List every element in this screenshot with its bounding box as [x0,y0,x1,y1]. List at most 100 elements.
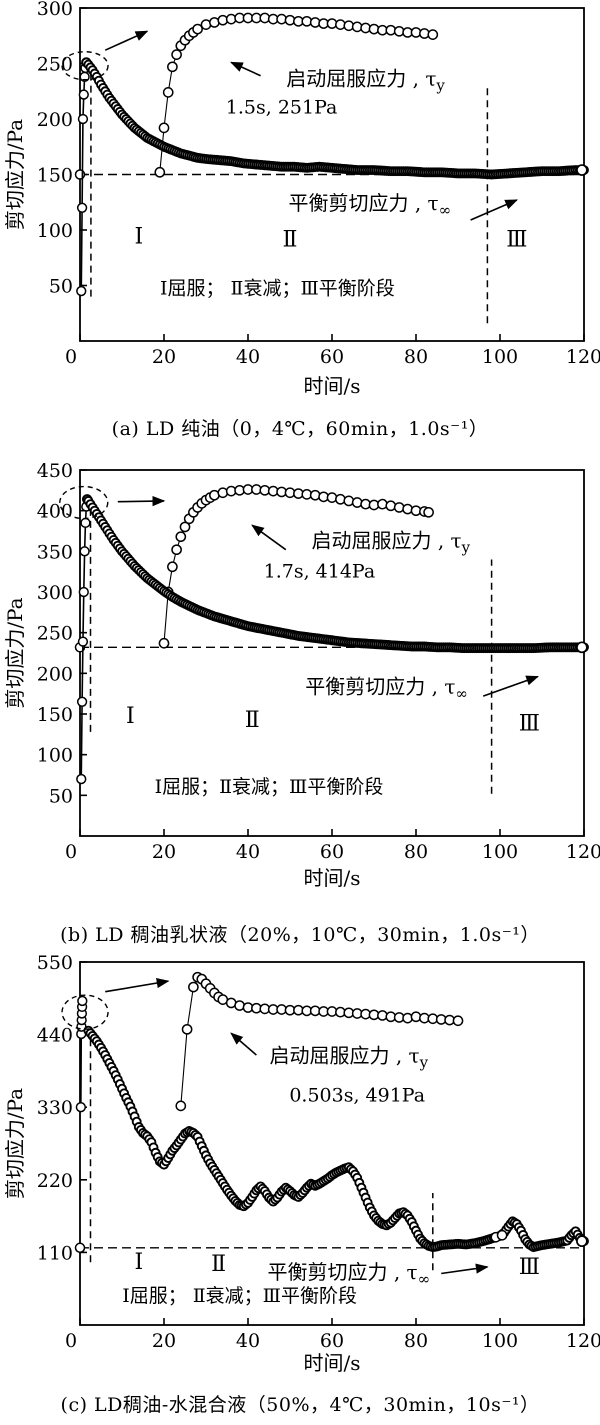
yield-annotation-arrow [230,1032,257,1056]
chart-c-canvas: 0 20 40 60 80 100 120 110 220 330 440 550 时间/s 剪切应力/P… [3,952,600,1375]
y-tick-label: 300 [37,0,73,20]
zoom-pointer-arrow [104,30,149,51]
zoom-pointer-arrow [117,495,166,507]
x-tick-label: 100 [482,346,518,368]
y-axis-title: 剪切应力/Pa [3,119,27,230]
y-tick-label: 110 [37,1242,73,1264]
y-axis-title: 剪切应力/Pa [3,597,27,708]
x-tick-label: 80 [404,1330,428,1352]
y-tick-label: 150 [37,704,73,726]
y-tick-label: 200 [37,109,73,131]
y-tick-label: 150 [37,165,73,187]
yield-zoom-ellipse [61,51,109,81]
stage-legend-note: Ⅰ屈服； Ⅱ衰减；Ⅲ平衡阶段 [122,1285,357,1307]
x-tick-label: 40 [236,346,260,368]
yield-stress-label: 启动屈服应力 , τy [286,67,445,95]
y-tick-label: 250 [37,54,73,76]
x-tick-label: 80 [404,346,428,368]
x-axis-title: 时间/s [303,866,360,890]
y-tick-label: 350 [37,541,73,563]
x-tick-label: 20 [152,346,176,368]
x-axis-title: 时间/s [303,1351,360,1375]
x-tick-label: 80 [404,841,428,863]
x-tick-label: 60 [320,346,344,368]
region-label: Ⅰ [134,1250,143,1275]
stage-legend-note: Ⅰ屈服；Ⅱ衰减；Ⅲ平衡阶段 [155,776,384,798]
magnified-yield-curve [175,971,464,1112]
x-tick-label: 0 [65,346,77,368]
equilibrium-annotation-arrow [482,675,540,697]
yield-value-label: 1.5s, 251Pa [226,96,338,118]
curve-end-marker [576,641,588,654]
region-label: Ⅱ [211,1252,226,1277]
x-tick-label: 0 [65,841,77,863]
main-stress-curve [82,494,589,654]
x-tick-label: 120 [566,841,600,863]
y-tick-label: 450 [37,460,73,482]
y-tick-label: 50 [49,785,73,807]
x-tick-label: 100 [482,841,518,863]
chart-a-caption: (a) LD 纯油（0，4℃，60min，1.0s⁻¹） [111,418,489,440]
region-label: Ⅲ [519,1255,540,1280]
magnified-yield-curve [154,12,439,178]
chart-b-caption: (b) LD 稠油乳状液（20%，10℃，30min，1.0s⁻¹） [60,924,540,946]
chart-b: 0 20 40 60 80 100 120 50 100 150 200 250 300 350 400 45… [0,445,600,950]
yield-stress-label: 启动屈服应力 , τy [269,1043,428,1071]
x-tick-label: 120 [566,1330,600,1352]
equilibrium-stress-label: 平衡剪切应力 , τ∞ [305,675,468,703]
x-tick-label: 20 [152,1330,176,1352]
y-tick-label: 100 [37,745,73,767]
region-label: Ⅲ [506,228,527,253]
chart-b-canvas: 0 20 40 60 80 100 120 50 100 150 200 250 300 350 400 45… [3,460,600,890]
yield-annotation-arrow [230,61,261,77]
region-label: Ⅰ [134,224,143,249]
stage-legend-note: Ⅰ屈服； Ⅱ衰减；Ⅲ平衡阶段 [160,277,395,299]
yield-stress-label: 启动屈服应力 , τy [311,528,470,556]
curve-end-marker [576,1235,588,1248]
x-tick-label: 0 [65,1330,77,1352]
region-label: Ⅲ [519,711,540,736]
x-axis-title: 时间/s [303,374,360,398]
axis-ticks [79,469,585,836]
startup-rise-curve [75,995,88,1113]
equilibrium-stress-label: 平衡剪切应力 , τ∞ [267,1260,430,1288]
y-tick-label: 330 [37,1097,73,1119]
x-tick-label: 20 [152,841,176,863]
equilibrium-axis-marker [74,1242,86,1254]
yield-zoom-ellipse [61,994,109,1030]
chart-c: 0 20 40 60 80 100 120 110 220 330 440 550 时间/s 剪切应力/P… [0,950,600,1425]
main-stress-curve [83,1025,589,1253]
x-tick-label: 60 [320,1330,344,1352]
zoom-pointer-arrow [105,977,170,993]
equilibrium-stress-label: 平衡剪切应力 , τ∞ [288,191,451,219]
y-tick-label: 300 [37,582,73,604]
y-tick-label: 400 [37,501,73,523]
main-stress-curve [81,57,589,180]
y-tick-label: 100 [37,220,73,242]
yield-zoom-ellipse [59,485,109,520]
region-label: Ⅰ [126,704,135,729]
x-tick-label: 100 [482,1330,518,1352]
x-tick-label: 60 [320,841,344,863]
startup-rise-curve [76,494,93,785]
chart-a-canvas: 0 20 40 60 80 100 120 50 100 150 200 250 300 时间/s 剪切应力… [3,0,600,398]
x-tick-label: 120 [566,346,600,368]
equilibrium-annotation-arrow [441,1263,489,1275]
y-tick-label: 50 [49,276,73,298]
y-axis-title: 剪切应力/Pa [3,1088,27,1199]
chart-c-caption: (c) LD稠油-水混合液（50%，4℃，30min，10s⁻¹） [60,1394,540,1416]
region-label: Ⅱ [283,228,298,253]
region-label: Ⅱ [245,708,260,733]
chart-a: 0 20 40 60 80 100 120 50 100 150 200 250 300 时间/s 剪切应力… [0,0,600,445]
open-data-point [496,1229,508,1241]
yield-value-label: 0.503s, 491Pa [289,1084,425,1106]
y-tick-label: 440 [37,1025,73,1047]
x-tick-label: 40 [236,1330,260,1352]
y-tick-label: 220 [37,1170,73,1192]
y-tick-label: 250 [37,623,73,645]
y-tick-label: 200 [37,663,73,685]
y-tick-label: 550 [37,952,73,974]
equilibrium-annotation-arrow [470,199,518,221]
yield-annotation-arrow [251,524,287,551]
